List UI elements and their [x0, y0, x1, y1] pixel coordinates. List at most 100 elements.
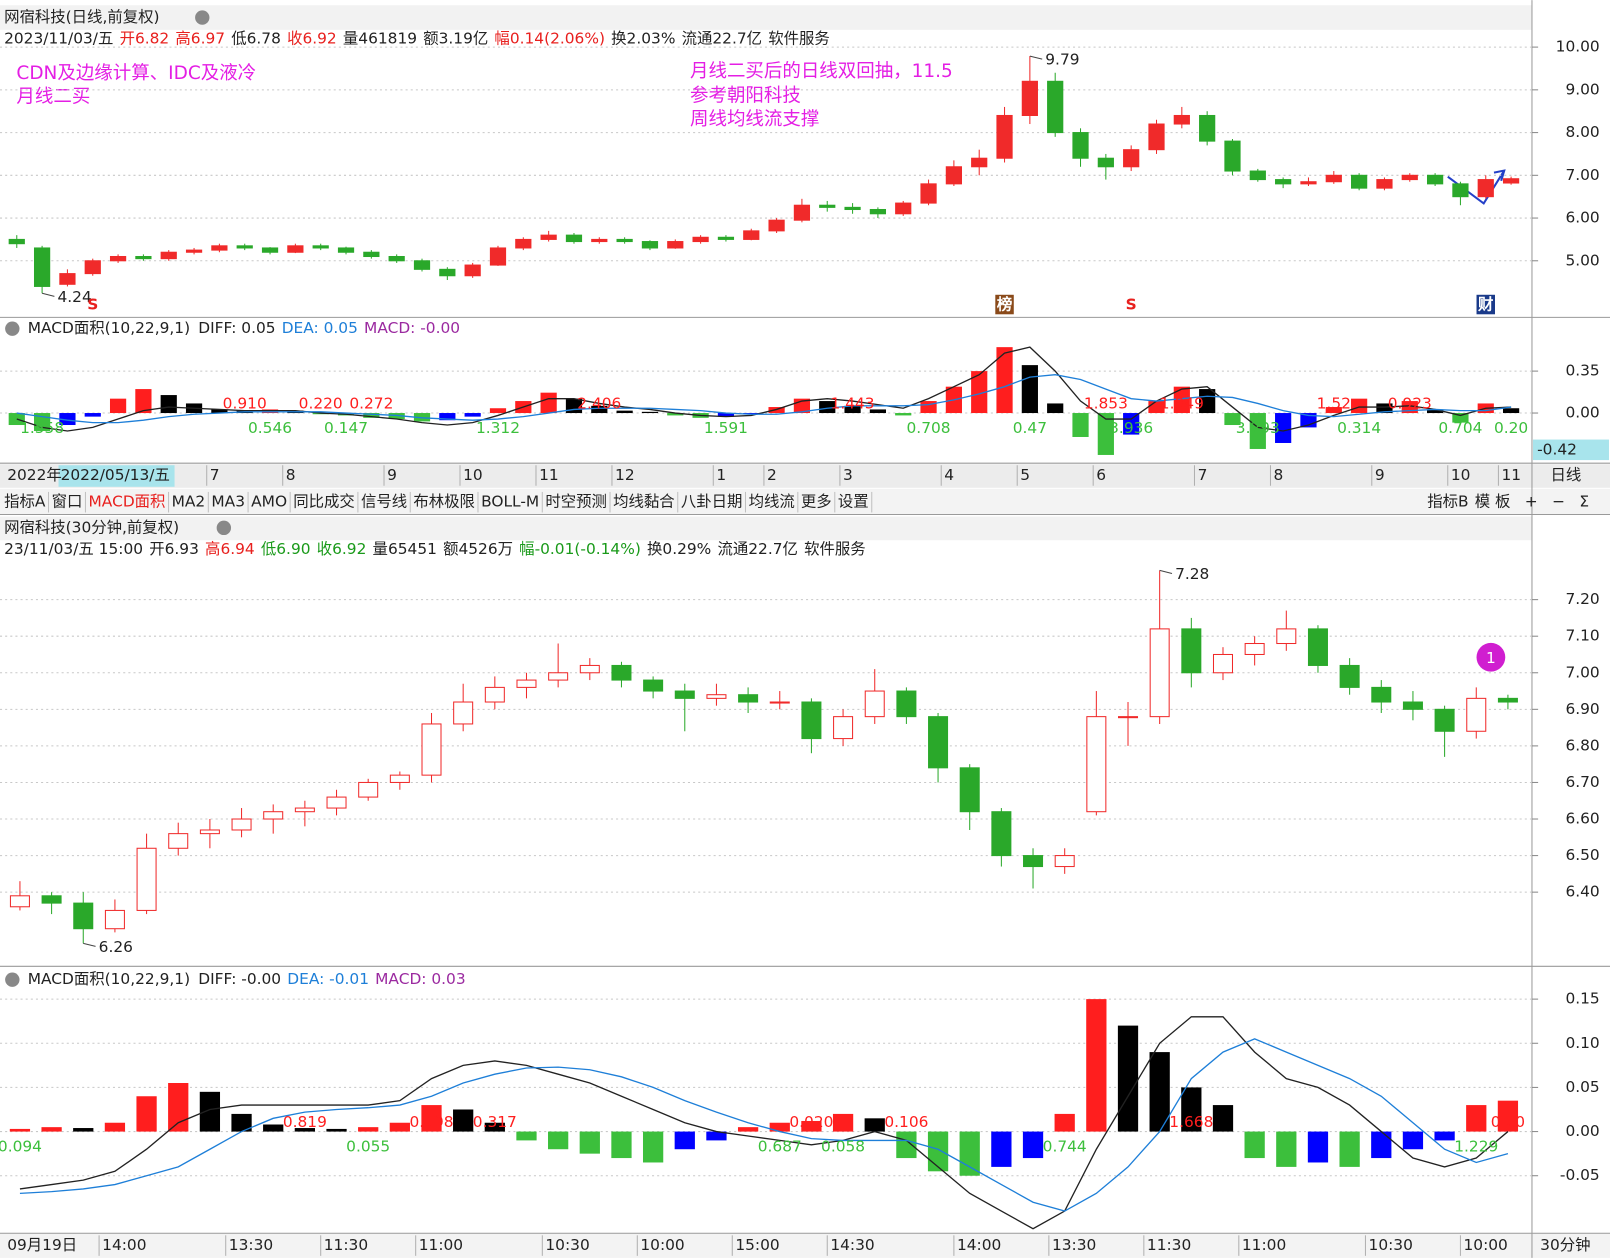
diff-line: [19, 1016, 1509, 1230]
info-item: 换2.03%: [611, 30, 675, 48]
macd-bar: [231, 1113, 252, 1132]
candle-body: [1426, 174, 1444, 185]
macd-bar: [1224, 413, 1241, 426]
info-item: 23/11/03/五 15:00: [4, 540, 143, 558]
candle-body: [1249, 170, 1266, 181]
macd-bar: [1022, 1131, 1044, 1159]
macd-bar: [294, 1128, 316, 1132]
candle-body: [312, 245, 329, 249]
min-label: 4.24: [58, 288, 92, 306]
candle-body: [1466, 697, 1487, 732]
candle-body: [439, 268, 456, 277]
macd-bar: [8, 413, 25, 426]
y-tick-label: 6.60: [1565, 810, 1599, 828]
y-tick-label: 6.90: [1565, 700, 1599, 718]
y-tick-label: 7.10: [1565, 627, 1599, 645]
macd-bar: [869, 409, 887, 414]
toolbar-button[interactable]: AMO: [251, 493, 287, 511]
macd-bar: [104, 1122, 126, 1132]
chart-title: 网宿科技(30分钟,前复权): [4, 518, 179, 536]
macd-bar: [1402, 1131, 1424, 1150]
x-tick-label: 14:30: [830, 1236, 874, 1254]
toolbar-button[interactable]: 指标B: [1427, 493, 1468, 511]
toolbar-button[interactable]: Σ: [1579, 493, 1589, 511]
x-tick-label: 9: [387, 466, 397, 484]
macd-bar: [832, 1113, 854, 1132]
macd-bar: [1426, 409, 1444, 414]
toolbar-button[interactable]: MACD面积: [89, 493, 166, 511]
toolbar-button[interactable]: 指标A: [4, 493, 46, 511]
area-label: 1.591: [704, 419, 748, 437]
area-label: 0.704: [1438, 419, 1482, 437]
annotation: 月线二买: [16, 87, 90, 108]
dropdown-icon[interactable]: [5, 321, 20, 336]
info-item: 额3.19亿: [423, 30, 488, 48]
toolbar-button[interactable]: 八卦日期: [681, 493, 743, 511]
toolbar-button[interactable]: 设置: [838, 493, 869, 511]
min-label: 6.26: [99, 938, 133, 956]
signal-box: [995, 294, 1014, 315]
toolbar-button[interactable]: MA2: [172, 493, 206, 511]
candle-body: [1276, 628, 1297, 645]
candle-body: [1123, 149, 1140, 168]
macd-bar: [1181, 1087, 1202, 1132]
candle-body: [516, 679, 537, 688]
macd-bar: [59, 413, 76, 426]
toolbar-button[interactable]: BOLL-M: [481, 493, 539, 511]
area-label: 1.853: [1084, 394, 1128, 412]
macd-bar: [211, 409, 228, 414]
area-label: 1.849: [1160, 394, 1204, 412]
candle-body: [231, 818, 252, 831]
candle-body: [864, 690, 885, 718]
info-item: 量461819: [343, 30, 417, 48]
time-axis-bg: [0, 1233, 1610, 1258]
max-pointer: [1029, 55, 1043, 60]
macd-bar: [1434, 1131, 1455, 1141]
toolbar-button[interactable]: +: [1525, 493, 1538, 511]
toolbar-button[interactable]: 模 板: [1475, 493, 1511, 511]
toolbar-button[interactable]: 均线黏合: [613, 493, 675, 511]
candle-body: [1097, 157, 1114, 168]
macd-bar: [363, 413, 380, 418]
area-label: 0.819: [283, 1113, 327, 1131]
toolbar-button[interactable]: 窗口: [52, 493, 83, 511]
toolbar-button[interactable]: 信号线: [361, 493, 407, 511]
macd-bar: [1307, 1131, 1329, 1163]
x-tick-label: 11:00: [419, 1236, 463, 1254]
y-tick-label: 0.00: [1565, 404, 1599, 422]
dropdown-icon[interactable]: [5, 972, 20, 987]
x-tick-label: 8: [1274, 466, 1284, 484]
toolbar-button[interactable]: 均线流: [749, 493, 795, 511]
macd-bar: [1212, 1105, 1234, 1132]
cursor-value: -0.42: [1537, 440, 1577, 458]
candle-body: [1148, 123, 1165, 151]
toolbar-button[interactable]: 同比成交: [293, 493, 355, 511]
y-tick-label: 7.00: [1565, 663, 1599, 681]
x-tick-label: 09月19日: [7, 1236, 77, 1254]
candle-body: [768, 219, 785, 232]
area-label: 0.708: [907, 419, 951, 437]
candle-body: [185, 249, 203, 253]
area-label: 0.220: [299, 394, 343, 412]
macd-bar: [1117, 1025, 1139, 1132]
signal: 财: [1478, 295, 1493, 314]
toolbar-button[interactable]: 时空预测: [545, 493, 607, 511]
toolbar-button[interactable]: 更多: [801, 493, 832, 511]
area-label: 0.744: [1043, 1137, 1087, 1155]
dropdown-icon[interactable]: [195, 10, 210, 25]
macd-bar: [135, 389, 152, 414]
dropdown-icon[interactable]: [216, 520, 232, 536]
toolbar-button[interactable]: −: [1552, 493, 1565, 511]
toolbar-button[interactable]: MA3: [211, 493, 245, 511]
title-bar: [0, 516, 1532, 541]
candle-body: [1054, 855, 1075, 868]
x-tick-label: 14:00: [957, 1236, 1001, 1254]
candle-body: [136, 847, 157, 911]
annotation: 月线二买后的日线双回抽，11.5: [690, 61, 953, 82]
toolbar-button[interactable]: 布林极限: [413, 493, 475, 511]
candle-body: [160, 251, 177, 260]
candle-body: [515, 238, 532, 249]
candle-body: [1244, 642, 1265, 655]
x-tick-label: 8: [286, 466, 296, 484]
